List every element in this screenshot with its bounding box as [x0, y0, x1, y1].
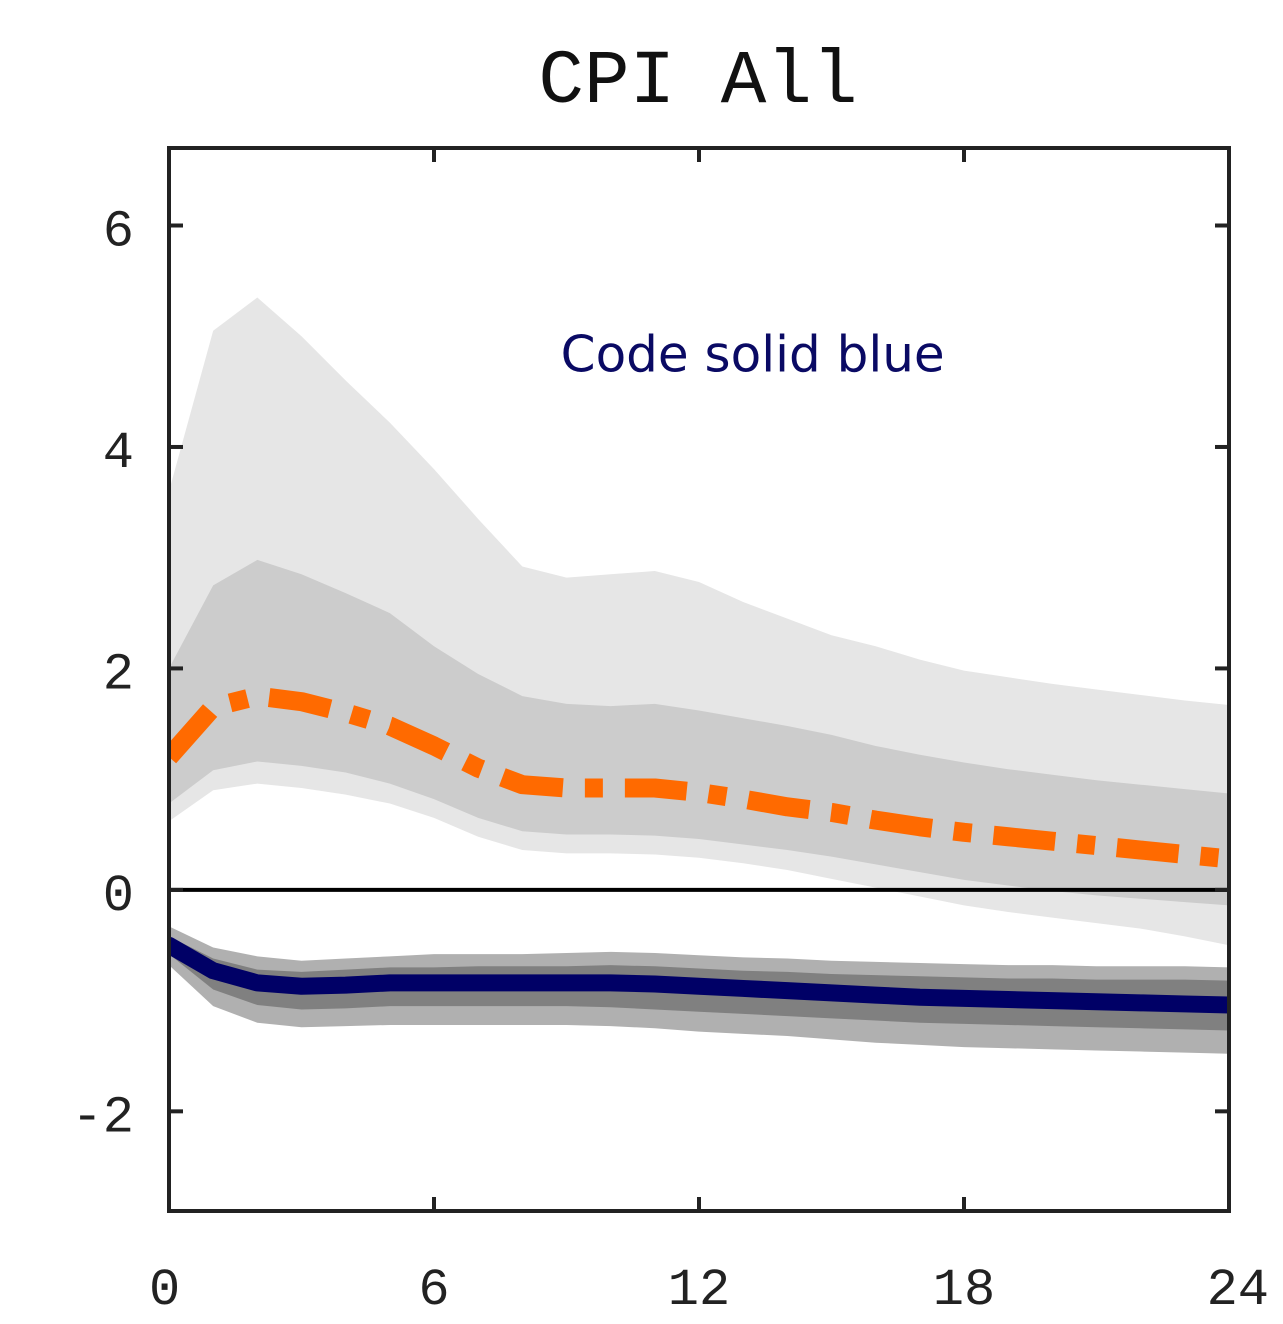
chart-title: CPI All [538, 39, 857, 125]
y-tick-label-2: 2 [103, 645, 134, 704]
annotation-code-solid-blue: Code solid blue [561, 325, 945, 383]
series-0-band-1 [169, 559, 1229, 906]
series-1-line [169, 936, 1229, 1014]
x-tick-labels: 0 6 12 18 24 [149, 1261, 1269, 1320]
y-tick-label-0: 0 [103, 867, 134, 926]
series-lines [169, 686, 1229, 1014]
series-0-line [169, 686, 1229, 869]
y-tick-label-4: 4 [103, 424, 134, 483]
confidence-bands [169, 297, 1229, 1054]
axis-ticks [167, 148, 1231, 1211]
y-tick-label-6: 6 [103, 203, 134, 262]
x-tick-label-24: 24 [1207, 1261, 1269, 1320]
y-tick-label--2: -2 [72, 1088, 134, 1147]
x-tick-label-12: 12 [668, 1261, 730, 1320]
x-tick-label-18: 18 [933, 1261, 995, 1320]
y-tick-labels: -2 0 2 4 6 [72, 203, 134, 1148]
x-tick-label-0: 0 [149, 1261, 180, 1320]
x-tick-label-6: 6 [418, 1261, 449, 1320]
